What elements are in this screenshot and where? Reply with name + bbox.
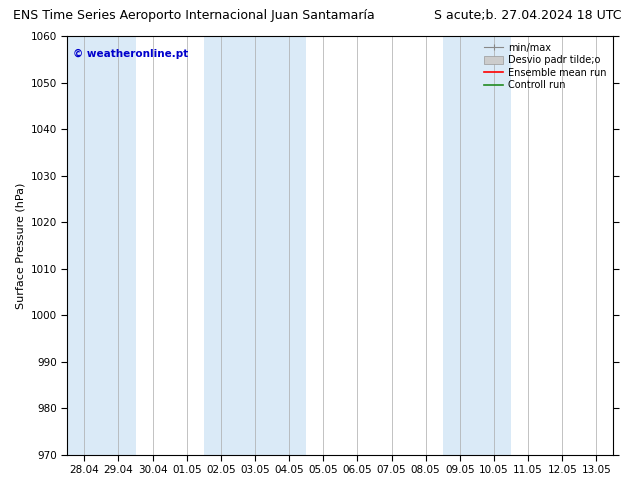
Text: © weatheronline.pt: © weatheronline.pt	[73, 49, 188, 59]
Text: S acute;b. 27.04.2024 18 UTC: S acute;b. 27.04.2024 18 UTC	[434, 9, 621, 22]
Bar	[67, 36, 136, 455]
Y-axis label: Surface Pressure (hPa): Surface Pressure (hPa)	[15, 182, 25, 309]
Legend: min/max, Desvio padr tilde;o, Ensemble mean run, Controll run: min/max, Desvio padr tilde;o, Ensemble m…	[482, 41, 609, 92]
Bar	[204, 36, 306, 455]
Bar	[443, 36, 511, 455]
Text: ENS Time Series Aeroporto Internacional Juan Santamaría: ENS Time Series Aeroporto Internacional …	[13, 9, 375, 22]
